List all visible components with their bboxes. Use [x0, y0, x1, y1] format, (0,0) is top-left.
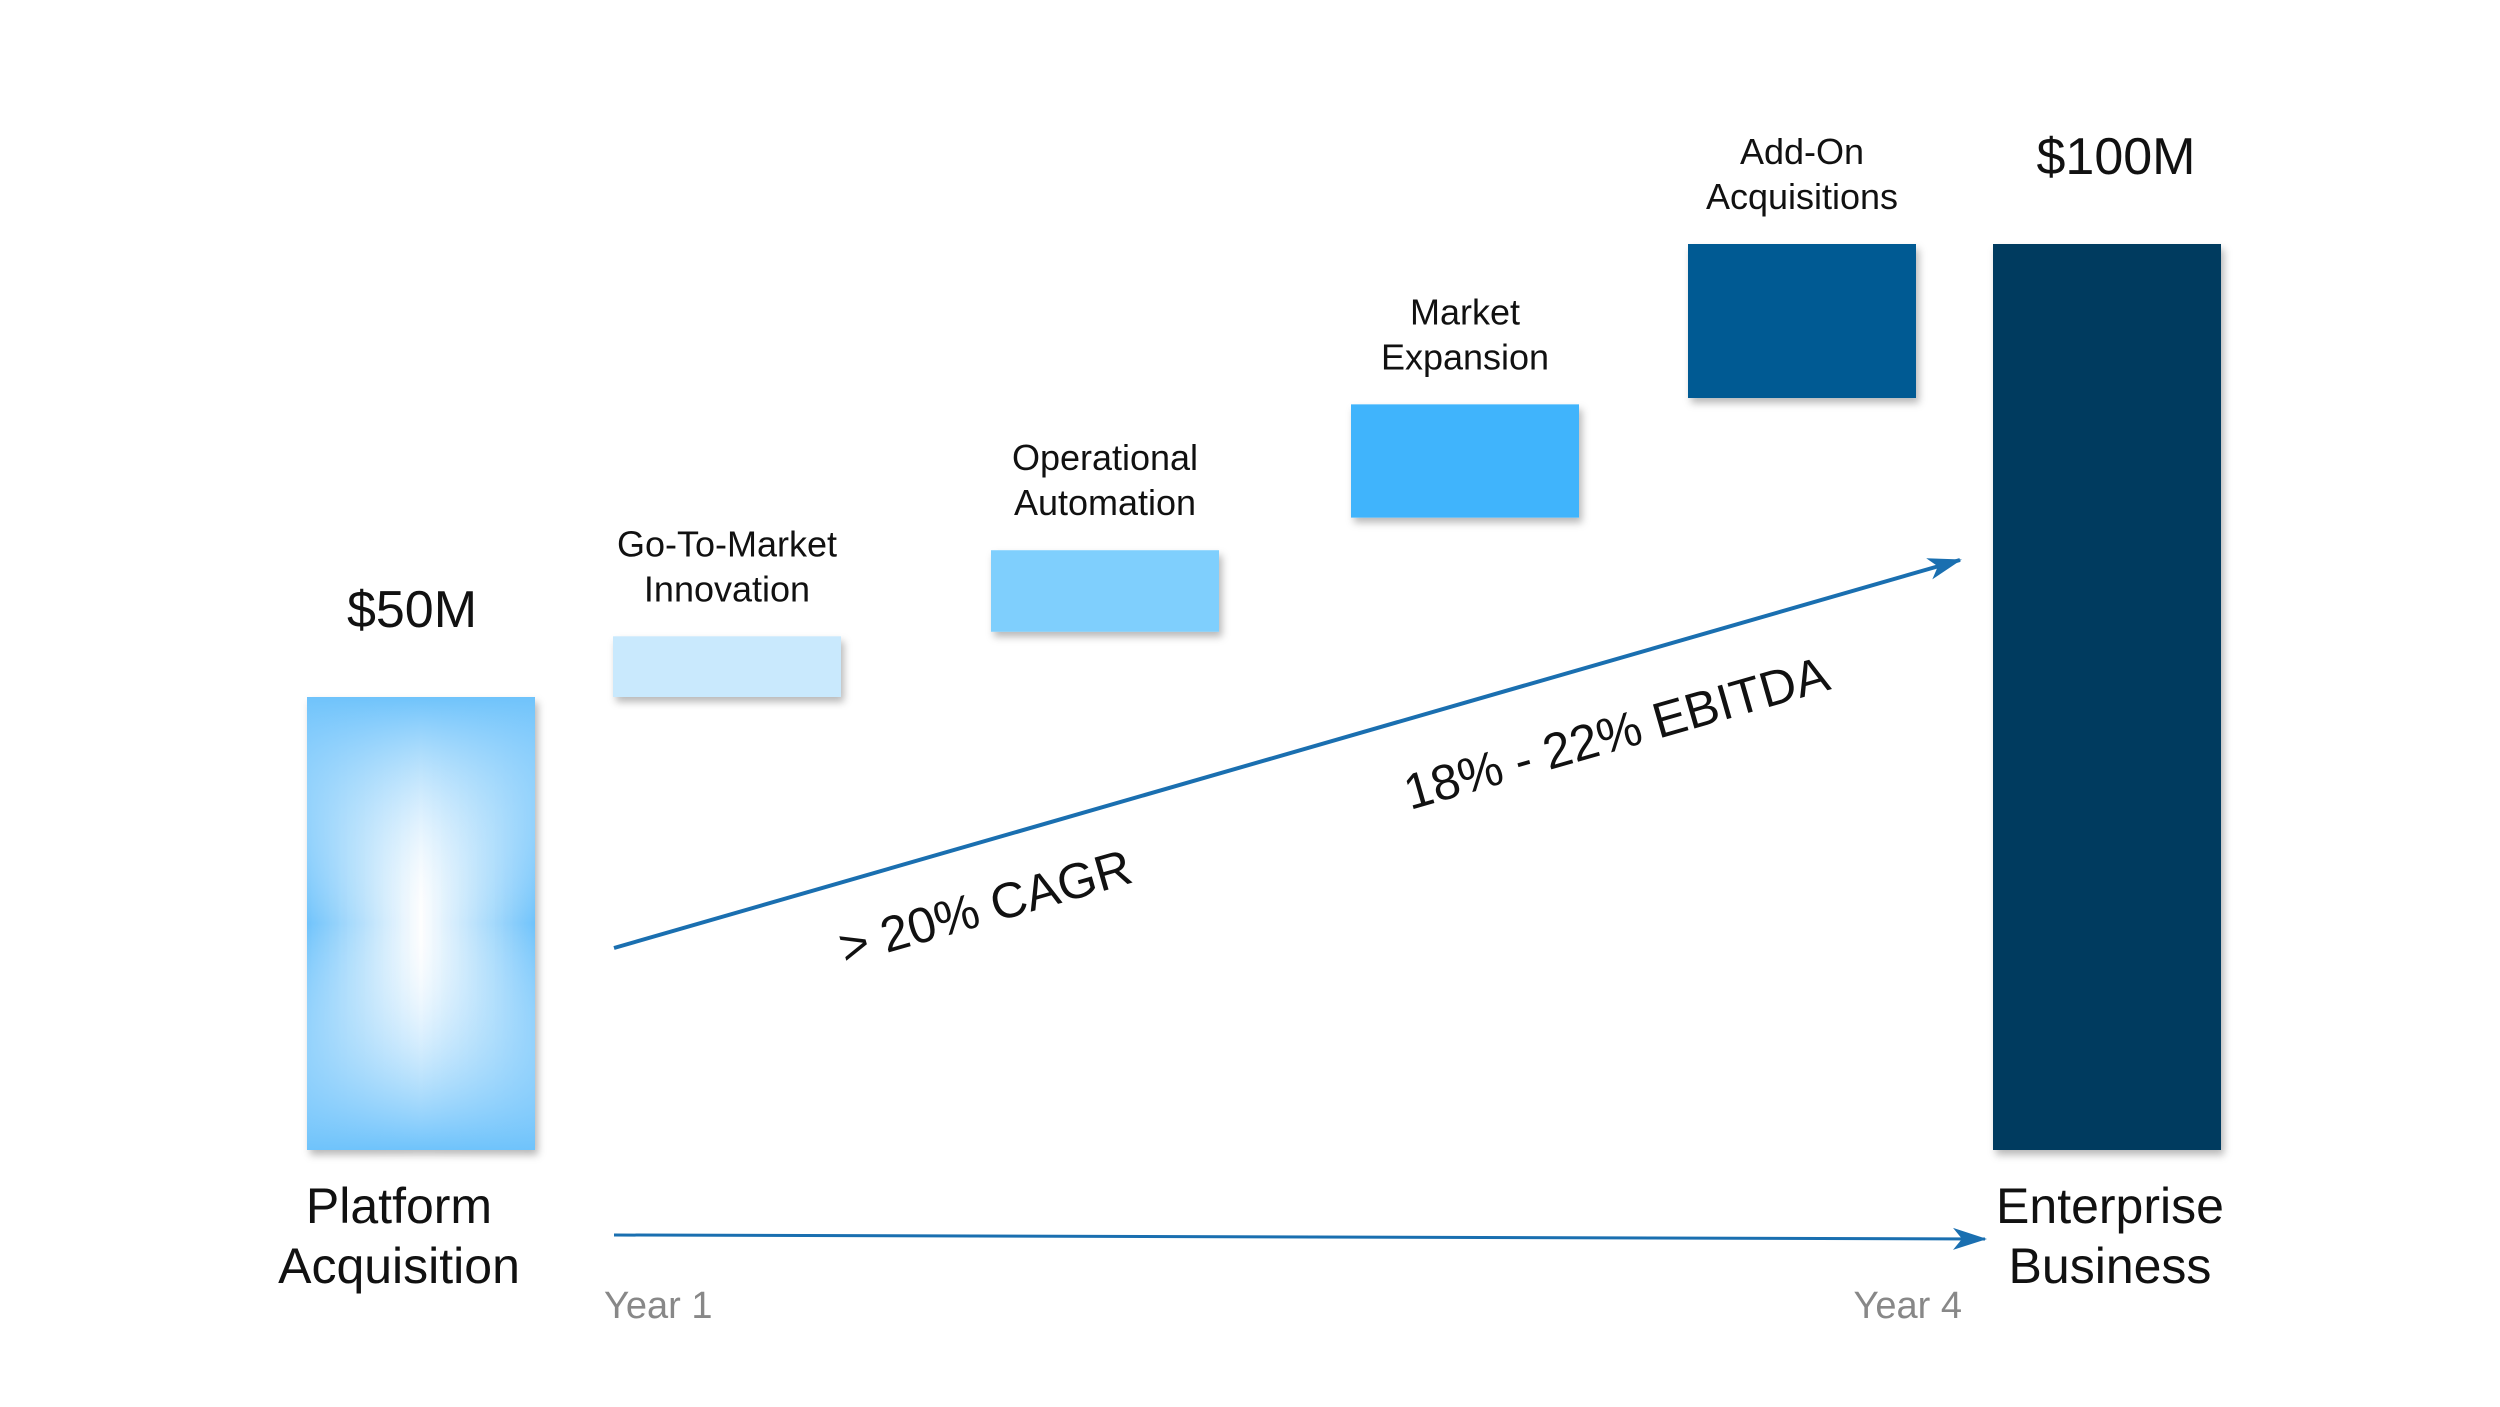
timeline-group: Year 1 Year 4	[604, 1227, 1987, 1327]
growth-arrow-group: > 20% CAGR 18% - 22% EBITDA	[613, 558, 1962, 976]
bars-layer	[307, 244, 2221, 1150]
annotation-cagr: > 20% CAGR	[833, 839, 1138, 976]
bar-platform-glow	[307, 697, 535, 1150]
value-label-platform: $50M	[347, 581, 477, 639]
bar-enterprise	[1993, 244, 2221, 1150]
category-label-gtm-line1: Go-To-Market	[617, 523, 837, 564]
category-label-ops-line1: Operational	[1012, 437, 1198, 478]
bar-market	[1351, 404, 1579, 518]
bar-platform	[307, 697, 535, 1150]
bar-addon-fill	[1688, 244, 1916, 399]
bar-addon	[1688, 244, 1916, 399]
category-label-platform-line2: Acquisition	[278, 1238, 520, 1294]
category-label-market-line2: Expansion	[1381, 336, 1549, 377]
category-label-market-line1: Market	[1410, 291, 1520, 332]
category-labels: Platform Acquisition Go-To-Market Innova…	[278, 131, 2224, 1294]
bar-gtm-fill	[613, 636, 841, 697]
category-label-addon-line2: Acquisitions	[1706, 176, 1898, 217]
annotation-ebitda: 18% - 22% EBITDA	[1398, 646, 1836, 821]
category-label-ops-line2: Automation	[1014, 482, 1196, 523]
bar-enterprise-fill	[1993, 244, 2221, 1150]
bar-ops	[991, 550, 1219, 632]
category-label-addon-line1: Add-On	[1740, 131, 1864, 172]
timeline-end-label: Year 4	[1854, 1285, 1962, 1327]
category-label-enterprise-line1: Enterprise	[1996, 1178, 2224, 1234]
category-label-platform-line1: Platform	[306, 1178, 492, 1234]
value-labels: $50M $100M	[347, 128, 2196, 639]
bar-gtm	[613, 636, 841, 697]
bar-market-fill	[1351, 404, 1579, 518]
timeline-start-label: Year 1	[604, 1285, 712, 1327]
category-label-enterprise-line2: Business	[2009, 1238, 2212, 1294]
timeline-arrow	[613, 1227, 1987, 1250]
category-label-gtm-line2: Innovation	[644, 568, 810, 609]
growth-arrow	[613, 558, 1962, 950]
value-label-enterprise: $100M	[2037, 128, 2196, 186]
bar-ops-fill	[991, 550, 1219, 632]
